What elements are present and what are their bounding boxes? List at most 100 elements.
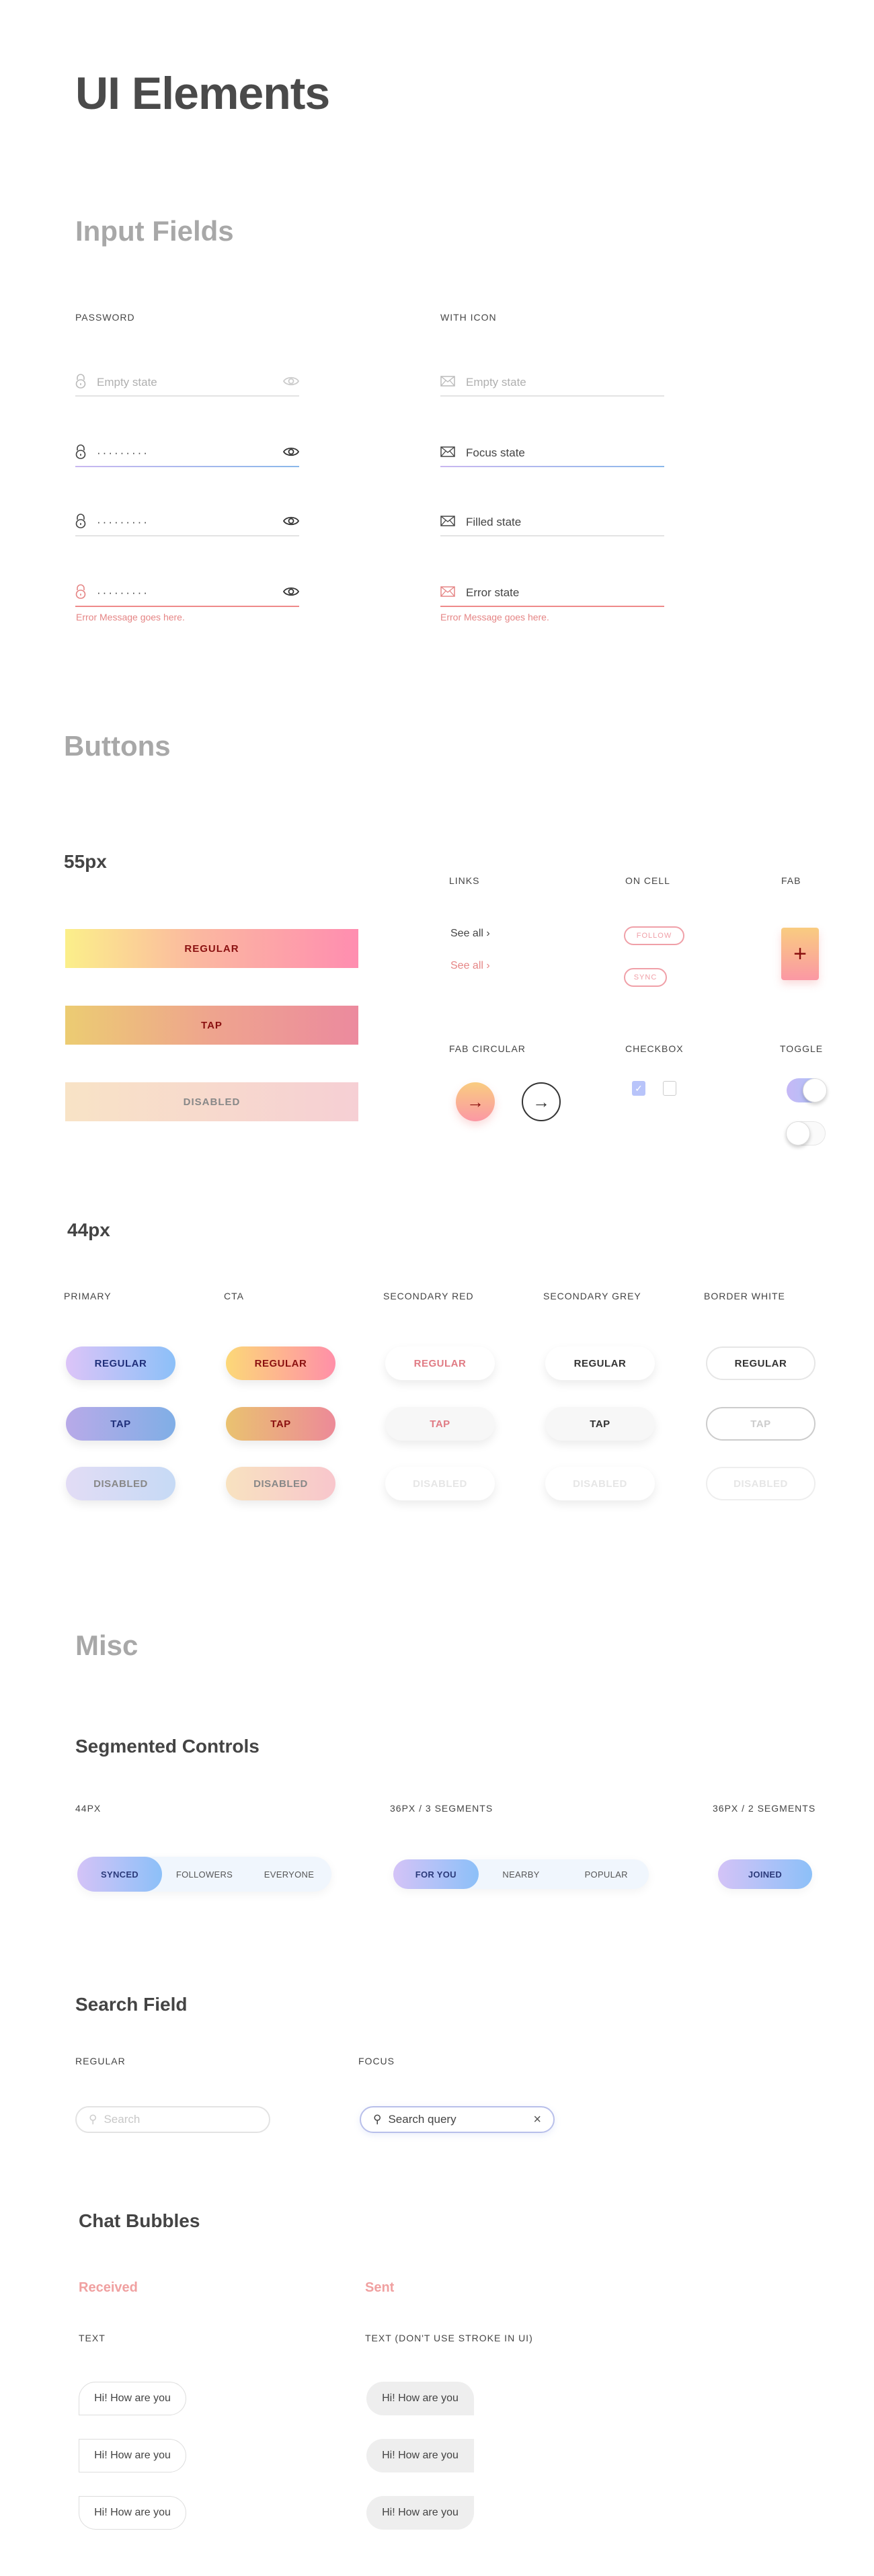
password-field[interactable]: ········· bbox=[75, 580, 300, 607]
password-value: ········· bbox=[97, 586, 149, 599]
follow-button[interactable]: FOLLOW bbox=[624, 926, 684, 945]
password-label: PASSWORD bbox=[75, 312, 135, 323]
secondary-red-tap-button[interactable]: TAP bbox=[385, 1407, 495, 1441]
password-value: Empty state bbox=[97, 376, 157, 389]
primary-regular-button[interactable]: REGULAR bbox=[66, 1346, 175, 1380]
primary-disabled-button[interactable]: DISABLED bbox=[66, 1467, 175, 1500]
sent-bubble: Hi! How are you bbox=[366, 2382, 474, 2415]
cta-disabled-button[interactable]: DISABLED bbox=[226, 1467, 335, 1500]
search-input-focused[interactable]: ⚲ Search query × bbox=[360, 2106, 555, 2133]
received-bubble: Hi! How are you bbox=[79, 2382, 186, 2415]
lock-icon bbox=[75, 583, 86, 602]
segmented-control: FOR YOU NEARBY POPULAR bbox=[393, 1859, 649, 1889]
secondary-red-label: SECONDARY RED bbox=[383, 1291, 474, 1301]
primary-tap-button[interactable]: TAP bbox=[66, 1407, 175, 1441]
password-value: ········· bbox=[97, 516, 149, 528]
password-field[interactable]: Empty state bbox=[75, 370, 300, 397]
password-error-message: Error Message goes here. bbox=[76, 612, 185, 622]
see-all-link[interactable]: See all › bbox=[450, 928, 490, 940]
eye-icon[interactable] bbox=[282, 376, 300, 390]
border-white-regular-button[interactable]: REGULAR bbox=[706, 1346, 816, 1380]
fab-circular-filled[interactable]: → bbox=[456, 1082, 495, 1121]
sent-heading: Sent bbox=[365, 2280, 395, 2295]
chevron-right-icon: › bbox=[486, 960, 490, 971]
checkbox-unchecked[interactable] bbox=[663, 1081, 676, 1096]
email-value: Filled state bbox=[466, 516, 522, 528]
segmented-control: JOINED bbox=[718, 1859, 812, 1889]
fab-circular-outline[interactable]: → bbox=[522, 1082, 561, 1121]
segmented-control: SYNCED FOLLOWERS EVERYONE bbox=[77, 1857, 331, 1892]
segment-nearby[interactable]: NEARBY bbox=[502, 1869, 540, 1880]
fab-label: FAB bbox=[781, 875, 801, 886]
segment-for-you[interactable]: FOR YOU bbox=[393, 1859, 479, 1889]
segment-popular[interactable]: POPULAR bbox=[584, 1869, 628, 1880]
search-regular-label: REGULAR bbox=[75, 2056, 126, 2066]
fab-circular-label: FAB CIRCULAR bbox=[449, 1043, 526, 1054]
secondary-red-disabled-button[interactable]: DISABLED bbox=[385, 1467, 495, 1500]
password-field[interactable]: ········· bbox=[75, 440, 300, 467]
secondary-grey-regular-button[interactable]: REGULAR bbox=[545, 1346, 655, 1380]
link-text: See all bbox=[450, 928, 483, 939]
cta-tap-button[interactable]: TAP bbox=[226, 1407, 335, 1441]
search-placeholder: Search bbox=[104, 2113, 141, 2126]
link-text: See all bbox=[450, 960, 483, 971]
segment-synced[interactable]: SYNCED bbox=[77, 1857, 162, 1892]
email-field[interactable]: Filled state bbox=[440, 510, 664, 536]
email-value: Error state bbox=[466, 586, 520, 599]
received-bubble: Hi! How are you bbox=[79, 2439, 186, 2472]
lock-icon bbox=[75, 444, 86, 462]
email-field[interactable]: Error state bbox=[440, 580, 664, 607]
check-icon: ✓ bbox=[635, 1083, 643, 1094]
tap-button[interactable]: TAP bbox=[65, 1006, 358, 1045]
primary-label: PRIMARY bbox=[64, 1291, 112, 1301]
see-all-link-active[interactable]: See all › bbox=[450, 960, 490, 972]
chevron-right-icon: › bbox=[486, 928, 490, 939]
checkbox-checked[interactable]: ✓ bbox=[632, 1081, 645, 1096]
buttons-heading: Buttons bbox=[64, 730, 171, 762]
search-icon: ⚲ bbox=[373, 2113, 382, 2126]
cta-regular-button[interactable]: REGULAR bbox=[226, 1346, 335, 1380]
toggle-off[interactable] bbox=[786, 1121, 826, 1145]
border-white-label: BORDER WHITE bbox=[704, 1291, 785, 1301]
border-white-tap-button[interactable]: TAP bbox=[706, 1407, 816, 1441]
search-icon: ⚲ bbox=[89, 2113, 97, 2126]
mail-icon bbox=[440, 586, 455, 600]
toggle-knob bbox=[786, 1121, 810, 1145]
secondary-grey-label: SECONDARY GREY bbox=[543, 1291, 641, 1301]
regular-button[interactable]: REGULAR bbox=[65, 929, 358, 968]
secondary-red-regular-button[interactable]: REGULAR bbox=[385, 1346, 495, 1380]
email-value: Focus state bbox=[466, 446, 525, 459]
fab-plus-button[interactable]: + bbox=[781, 928, 819, 980]
clear-icon[interactable]: × bbox=[533, 2111, 541, 2127]
segment-everyone[interactable]: EVERYONE bbox=[264, 1869, 315, 1880]
segment-followers[interactable]: FOLLOWERS bbox=[175, 1869, 233, 1880]
eye-icon[interactable] bbox=[282, 516, 300, 530]
sent-text-label: TEXT (DON'T USE STROKE IN UI) bbox=[365, 2333, 533, 2343]
border-white-disabled-button[interactable]: DISABLED bbox=[706, 1467, 816, 1500]
email-field[interactable]: Empty state bbox=[440, 370, 664, 397]
secondary-grey-tap-button[interactable]: TAP bbox=[545, 1407, 655, 1441]
with-icon-label: WITH ICON bbox=[440, 312, 497, 323]
toggle-knob bbox=[803, 1078, 827, 1102]
eye-icon[interactable] bbox=[282, 586, 300, 600]
sync-button[interactable]: SYNC bbox=[624, 968, 667, 987]
toggle-on[interactable] bbox=[787, 1078, 827, 1102]
size-44-heading: 44px bbox=[67, 1219, 110, 1240]
on-cell-label: ON CELL bbox=[625, 875, 670, 886]
secondary-grey-disabled-button[interactable]: DISABLED bbox=[545, 1467, 655, 1500]
email-value: Empty state bbox=[466, 376, 526, 389]
disabled-button[interactable]: DISABLED bbox=[65, 1082, 358, 1121]
email-field[interactable]: Focus state bbox=[440, 440, 664, 467]
search-input[interactable]: ⚲ Search bbox=[75, 2106, 270, 2133]
eye-icon[interactable] bbox=[282, 446, 300, 460]
email-error-message: Error Message goes here. bbox=[440, 612, 549, 622]
size-55-heading: 55px bbox=[64, 851, 107, 872]
password-field[interactable]: ········· bbox=[75, 510, 300, 536]
received-heading: Received bbox=[79, 2280, 138, 2295]
segmented-heading: Segmented Controls bbox=[75, 1736, 260, 1757]
checkbox-label: CHECKBOX bbox=[625, 1043, 684, 1054]
misc-heading: Misc bbox=[75, 1629, 138, 1661]
segment-joined[interactable]: JOINED bbox=[718, 1859, 812, 1889]
segmented-group-label: 44PX bbox=[75, 1803, 102, 1814]
received-bubble: Hi! How are you bbox=[79, 2496, 186, 2530]
